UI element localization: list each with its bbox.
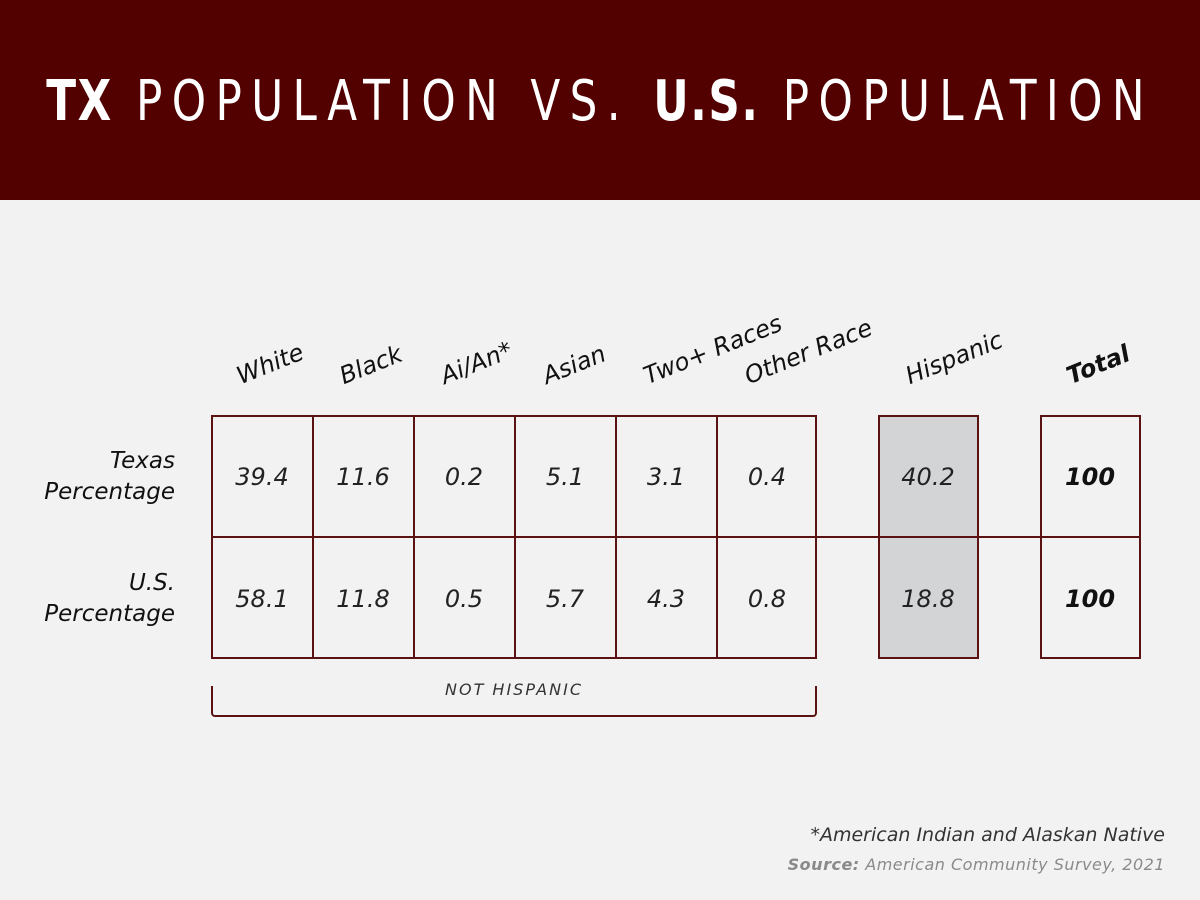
title-us: U.S. [653,68,760,134]
cell-tx-white: 39.4 [235,463,289,491]
cell-tx-asian: 5.1 [545,463,585,491]
col-header-total: Total [1062,339,1134,390]
source-text: American Community Survey, 2021 [859,855,1165,874]
source-line: Source: American Community Survey, 2021 [788,855,1165,874]
cell-us-aian: 0.5 [444,585,484,613]
row-label-us-line1: U.S. [128,570,175,596]
footnote: *American Indian and Alaskan Native [810,824,1165,846]
title-population-vs: POPULATION VS. [112,68,654,134]
cell-tx-black: 11.6 [336,463,390,491]
cell-us-asian: 5.7 [545,585,585,613]
cell-tx-aian: 0.2 [444,463,484,491]
not-hispanic-bracket [211,686,817,717]
col-header-asian: Asian [538,339,610,390]
row-divider [211,536,1141,538]
title-banner: TX POPULATION VS. U.S. POPULATION [0,0,1200,200]
row-label-texas-line2: Percentage [44,479,175,505]
not-hispanic-label: NOT HISPANIC [445,680,583,699]
cell-tx-two-plus: 3.1 [646,463,686,491]
col-header-aian: Ai/An* [436,336,517,390]
row-label-texas-line1: Texas [109,448,175,474]
row-label-texas: Texas Percentage [5,446,175,508]
cell-tx-hispanic: 40.2 [901,463,955,491]
row-label-us-line2: Percentage [44,601,175,627]
title-population: POPULATION [759,68,1154,134]
cell-tx-total: 100 [1064,463,1116,491]
cell-tx-other: 0.4 [747,463,787,491]
col-header-black: Black [335,339,407,390]
cell-us-black: 11.8 [336,585,390,613]
col-header-white: White [232,337,308,390]
cell-us-other: 0.8 [747,585,787,613]
source-lead: Source: [787,855,860,874]
cell-us-white: 58.1 [235,585,289,613]
title-tx: TX [46,68,113,134]
row-label-us: U.S. Percentage [5,568,175,630]
cell-us-total: 100 [1064,585,1116,613]
cell-us-hispanic: 18.8 [901,585,955,613]
col-header-hispanic: Hispanic [901,325,1007,390]
page-title: TX POPULATION VS. U.S. POPULATION [46,69,1154,134]
cell-us-two-plus: 4.3 [646,585,686,613]
